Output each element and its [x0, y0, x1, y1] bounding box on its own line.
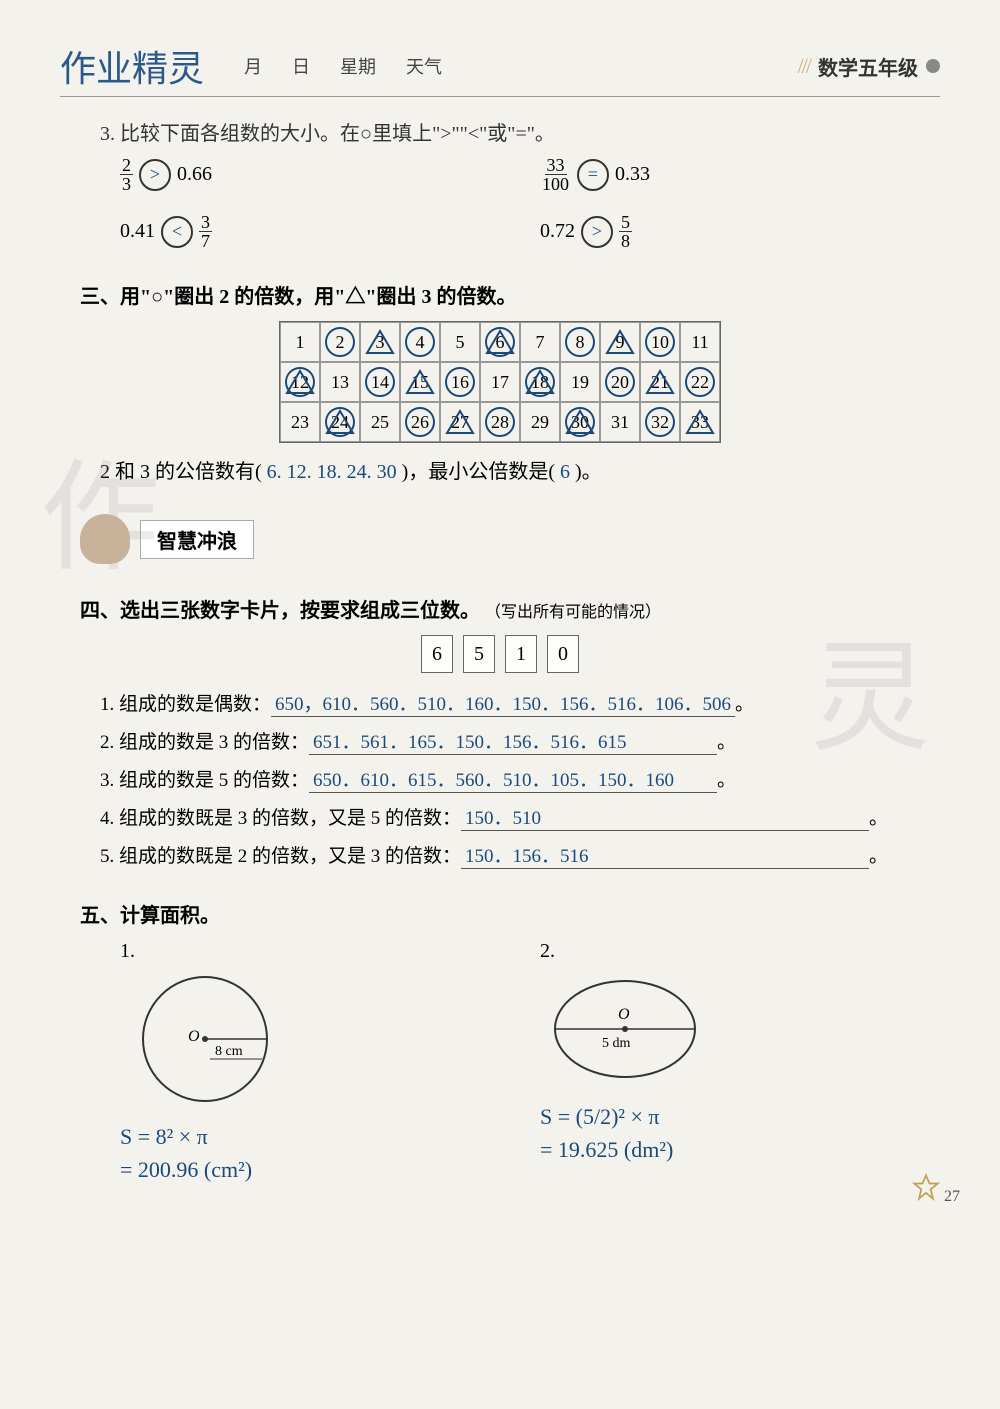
handwritten-answer: 650．610．615．560．510．105．150．160 [309, 765, 717, 793]
handwritten-answer: 6. 12. 18. 24. 30 [267, 461, 397, 483]
number-cell: 30 [560, 402, 600, 442]
answer-ring: = [577, 159, 609, 191]
card: 6 [421, 635, 453, 673]
handwritten-answer: 150．156．516 [461, 841, 869, 869]
svg-text:8 cm: 8 cm [215, 1044, 243, 1059]
compare-item: 33100 = 0.33 [540, 156, 840, 193]
line-label: 4. 组成的数既是 3 的倍数，又是 5 的倍数： [100, 803, 461, 830]
number-cell: 26 [400, 402, 440, 442]
answer-ring: < [161, 216, 193, 248]
label-weather: 天气 [406, 53, 442, 79]
handwritten-title: 作业精灵 [60, 40, 204, 92]
watermark: 作 [40, 420, 200, 594]
circle-figure: O 5 dm [540, 969, 710, 1089]
number-cell: 27 [440, 402, 480, 442]
section5-title: 五、计算面积。 [80, 899, 940, 928]
svg-text:5 dm: 5 dm [602, 1036, 631, 1051]
page-header: 作业精灵 月 日 星期 天气 /// 数学五年级 [60, 40, 940, 97]
compare-grid: 23 > 0.66 33100 = 0.33 0.41 < 37 0.72 > … [120, 156, 940, 250]
answer-line: 2. 组成的数是 3 的倍数：651．561．165．150．156．516．6… [100, 727, 940, 755]
page-number: 27 [912, 1173, 960, 1206]
answer-ring: > [581, 216, 613, 248]
number-cell: 12 [280, 362, 320, 402]
compare-item: 0.41 < 37 [120, 213, 420, 250]
handwritten-work: S = (5/2)² × π = 19.625 (dm²) [540, 1100, 760, 1166]
label-week: 星期 [340, 53, 376, 79]
number-cell: 9 [600, 322, 640, 362]
answer-ring: > [139, 159, 171, 191]
handwritten-answer: 6 [560, 461, 570, 483]
section4-title: 四、选出三张数字卡片，按要求组成三位数。 （写出所有可能的情况） [80, 594, 940, 623]
number-cell: 5 [440, 322, 480, 362]
badge-label: 智慧冲浪 [140, 520, 254, 559]
number-cell: 17 [480, 362, 520, 402]
circle-figure: O 8 cm [120, 969, 290, 1109]
compare-item: 0.72 > 58 [540, 213, 840, 250]
card: 0 [547, 635, 579, 673]
circles-row: 1. O 8 cm S = 8² × π = 200.96 (cm²) 2. O [120, 940, 940, 1186]
compare-item: 23 > 0.66 [120, 156, 420, 193]
circle-problem: 1. O 8 cm S = 8² × π = 200.96 (cm²) [120, 940, 340, 1186]
slash-deco: /// [798, 53, 810, 79]
dot-icon [926, 59, 940, 73]
problem-index: 2. [540, 940, 760, 963]
header-blanks: 月 日 星期 天气 [244, 53, 442, 79]
number-cell: 23 [280, 402, 320, 442]
handwritten-answer: 651．561．165．150．156．516．615 [309, 727, 717, 755]
number-cell: 14 [360, 362, 400, 402]
svg-text:O: O [618, 1006, 630, 1023]
handwritten-work: S = 8² × π = 200.96 (cm²) [120, 1120, 340, 1186]
number-cell: 19 [560, 362, 600, 402]
number-cell: 8 [560, 322, 600, 362]
number-cell: 32 [640, 402, 680, 442]
svg-text:O: O [188, 1028, 200, 1045]
answer-line: 5. 组成的数既是 2 的倍数，又是 3 的倍数：150．156．516。 [100, 841, 940, 869]
q3-prompt: 3. 比较下面各组数的大小。在○里填上">""<"或"="。 [100, 117, 940, 146]
number-cell: 6 [480, 322, 520, 362]
section3-title: 三、用"○"圈出 2 的倍数，用"△"圈出 3 的倍数。 [80, 280, 940, 309]
number-cell: 16 [440, 362, 480, 402]
number-cell: 20 [600, 362, 640, 402]
problem-index: 1. [120, 940, 340, 963]
number-cell: 28 [480, 402, 520, 442]
number-cell: 25 [360, 402, 400, 442]
card: 5 [463, 635, 495, 673]
number-cell: 21 [640, 362, 680, 402]
number-cell: 10 [640, 322, 680, 362]
number-cell: 11 [680, 322, 720, 362]
card: 1 [505, 635, 537, 673]
answer-line: 1. 组成的数是偶数：650，610．560．510．160．150．156．5… [100, 689, 940, 717]
badge-row: 智慧冲浪 [80, 514, 940, 564]
section4-hint: （写出所有可能的情况） [485, 604, 661, 621]
circle-problem: 2. O 5 dm S = (5/2)² × π = 19.625 (dm²) [540, 940, 760, 1186]
label-day: 日 [292, 53, 310, 79]
number-cell: 33 [680, 402, 720, 442]
handwritten-answer: 650，610．560．510．160．150．156．516．106．506 [271, 689, 735, 717]
line-label: 3. 组成的数是 5 的倍数： [100, 765, 309, 792]
number-cell: 15 [400, 362, 440, 402]
common-multiple-line: 2 和 3 的公倍数有( 6. 12. 18. 24. 30 )，最小公倍数是(… [100, 455, 940, 484]
number-cell: 1 [280, 322, 320, 362]
number-cell: 31 [600, 402, 640, 442]
number-cell: 24 [320, 402, 360, 442]
digit-cards: 6 5 1 0 [60, 635, 940, 673]
number-cell: 18 [520, 362, 560, 402]
line-label: 5. 组成的数既是 2 的倍数，又是 3 的倍数： [100, 841, 461, 868]
number-cell: 2 [320, 322, 360, 362]
subject-label: 数学五年级 [818, 52, 918, 81]
number-cell: 7 [520, 322, 560, 362]
bear-icon [80, 514, 130, 564]
handwritten-answer: 150．510 [461, 803, 869, 831]
answer-line: 3. 组成的数是 5 的倍数：650．610．615．560．510．105．1… [100, 765, 940, 793]
line-label: 1. 组成的数是偶数： [100, 689, 271, 716]
line-label: 2. 组成的数是 3 的倍数： [100, 727, 309, 754]
label-month: 月 [244, 53, 262, 79]
number-cell: 13 [320, 362, 360, 402]
number-grid: 1234567891011121314151617181920212223242… [279, 321, 721, 443]
number-cell: 29 [520, 402, 560, 442]
answer-line: 4. 组成的数既是 3 的倍数，又是 5 的倍数：150．510。 [100, 803, 940, 831]
number-cell: 4 [400, 322, 440, 362]
number-cell: 3 [360, 322, 400, 362]
number-cell: 22 [680, 362, 720, 402]
